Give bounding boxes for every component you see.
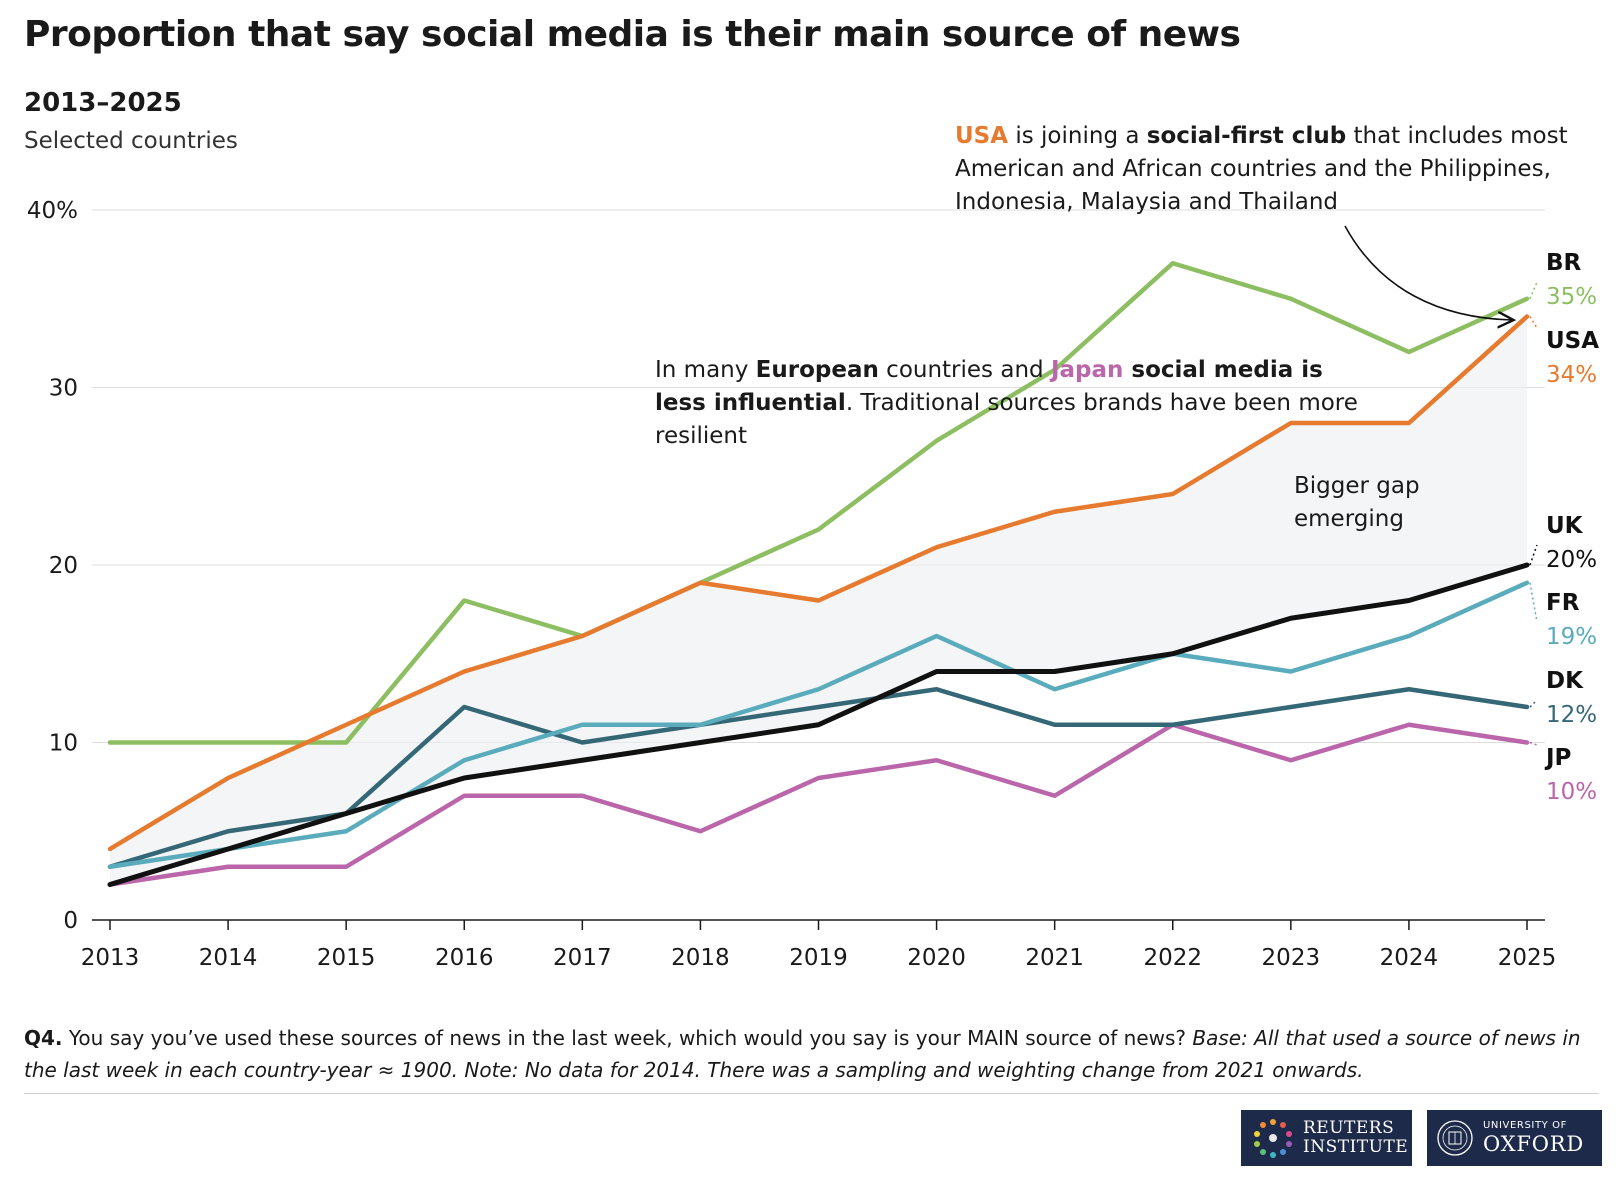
series-line-fr [107, 580, 1530, 869]
y-tick-label: 10 [49, 731, 78, 757]
y-axis: 0 10 20 30 40% [27, 198, 78, 934]
series-name-br: BR [1546, 250, 1582, 276]
series-line-jp [107, 722, 1530, 887]
oxford-crest-icon [1437, 1120, 1473, 1156]
series-line-usa [107, 314, 1530, 852]
series-labels: BR 35% USA 34% UK 20% FR 19% DK 12% JP 10% [1529, 250, 1599, 805]
series-value-fr: 19% [1546, 624, 1597, 650]
series-lines [107, 261, 1530, 887]
footer-divider [24, 1093, 1599, 1094]
footnote: Q4. You say you’ve used these sources of… [24, 1026, 1581, 1082]
reuters-line1: REUTERS [1303, 1118, 1395, 1138]
series-name-uk: UK [1546, 513, 1584, 539]
oxford-line1: UNIVERSITY OF [1483, 1120, 1567, 1131]
series-name-fr: FR [1546, 590, 1580, 616]
x-tick-label: 2017 [553, 945, 612, 971]
chart-subtitle: 2013–2025 [24, 88, 182, 118]
usa-annotation-arrow [1344, 225, 1512, 320]
oxford-university-logo: UNIVERSITY OF OXFORD [1427, 1110, 1602, 1166]
reuters-dots-icon [1254, 1119, 1292, 1158]
chart-title: Proportion that say social media is thei… [24, 14, 1241, 55]
x-axis: 2013 2014 2015 2016 2017 2018 2019 2020 2021 2022… [81, 919, 1557, 971]
y-tick-label: 40% [27, 198, 78, 224]
chart-description: Selected countries [24, 128, 238, 154]
europe-annotation: In many European countries and Japan soc… [655, 357, 1358, 449]
x-tick-label: 2023 [1262, 945, 1321, 971]
x-tick-label: 2018 [671, 945, 730, 971]
series-name-dk: DK [1546, 668, 1584, 694]
series-value-jp: 10% [1546, 779, 1597, 805]
label-leader-br [1529, 281, 1538, 300]
gap-annotation: Bigger gap emerging [1294, 473, 1420, 532]
y-tick-label: 0 [63, 908, 78, 934]
reuters-line2: INSTITUTE [1303, 1137, 1409, 1157]
x-tick-label: 2021 [1025, 945, 1084, 971]
x-tick-label: 2014 [199, 945, 258, 971]
series-value-br: 35% [1546, 284, 1597, 310]
x-tick-label: 2015 [317, 945, 376, 971]
line-chart: 2013 2014 2015 2016 2017 2018 2019 2020 2021 2022… [27, 198, 1599, 971]
series-value-dk: 12% [1546, 702, 1597, 728]
series-line-uk [107, 562, 1530, 887]
series-name-usa: USA [1546, 328, 1599, 354]
label-leader-usa [1529, 316, 1538, 329]
label-leader-fr [1529, 582, 1538, 623]
series-value-usa: 34% [1546, 362, 1597, 388]
x-tick-label: 2020 [907, 945, 966, 971]
label-leader-dk [1529, 699, 1538, 708]
x-tick-label: 2025 [1498, 945, 1557, 971]
x-tick-label: 2024 [1380, 945, 1439, 971]
x-tick-label: 2016 [435, 945, 494, 971]
y-tick-label: 30 [49, 376, 78, 402]
x-tick-label: 2013 [81, 945, 140, 971]
label-leader-jp [1529, 741, 1538, 746]
x-tick-label: 2022 [1143, 945, 1202, 971]
x-tick-label: 2019 [789, 945, 848, 971]
label-leader-uk [1529, 544, 1538, 566]
series-line-br [107, 261, 1530, 745]
series-name-jp: JP [1544, 745, 1571, 771]
reuters-institute-logo: REUTERS INSTITUTE [1241, 1110, 1412, 1166]
series-value-uk: 20% [1546, 547, 1597, 573]
usa-annotation: USA is joining a social-first club that … [955, 123, 1568, 215]
oxford-line2: OXFORD [1483, 1132, 1585, 1156]
y-tick-label: 20 [49, 553, 78, 579]
